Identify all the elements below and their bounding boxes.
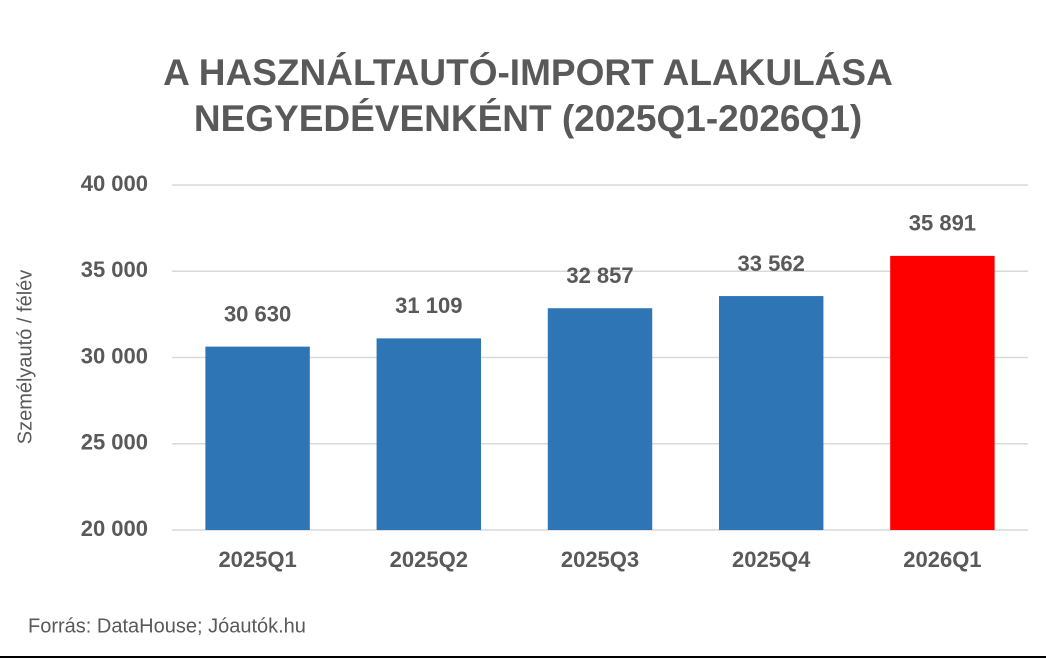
y-tick-label: 25 000 xyxy=(81,430,148,455)
x-tick-label: 2025Q4 xyxy=(732,547,811,572)
value-label: 35 891 xyxy=(909,211,976,236)
y-tick-label: 35 000 xyxy=(81,257,148,282)
y-tick-label: 20 000 xyxy=(81,516,148,541)
source: Forrás: DataHouse; Jóautók.hu xyxy=(28,615,306,637)
bar xyxy=(890,255,995,530)
value-label: 32 857 xyxy=(566,263,633,288)
value-label: 30 630 xyxy=(224,301,291,326)
y-axis-label: Személyautó / félév xyxy=(14,270,36,445)
value-label: 31 109 xyxy=(395,293,462,318)
chart-title: NEGYEDÉVENKÉNT (2025Q1-2026Q1) xyxy=(194,98,862,139)
x-tick-label: 2025Q1 xyxy=(218,547,296,572)
bar xyxy=(547,308,653,530)
y-tick-label: 40 000 xyxy=(81,171,148,196)
bar xyxy=(205,346,310,530)
chart-title: A HASZNÁLTAUTÓ-IMPORT ALAKULÁSA xyxy=(163,51,893,93)
bar xyxy=(376,338,482,530)
y-tick-label: 30 000 xyxy=(81,343,148,368)
bar xyxy=(718,296,824,530)
value-label: 33 562 xyxy=(738,251,805,276)
x-tick-label: 2025Q2 xyxy=(390,547,468,572)
x-tick-label: 2025Q3 xyxy=(561,547,639,572)
x-tick-label: 2026Q1 xyxy=(903,547,981,572)
